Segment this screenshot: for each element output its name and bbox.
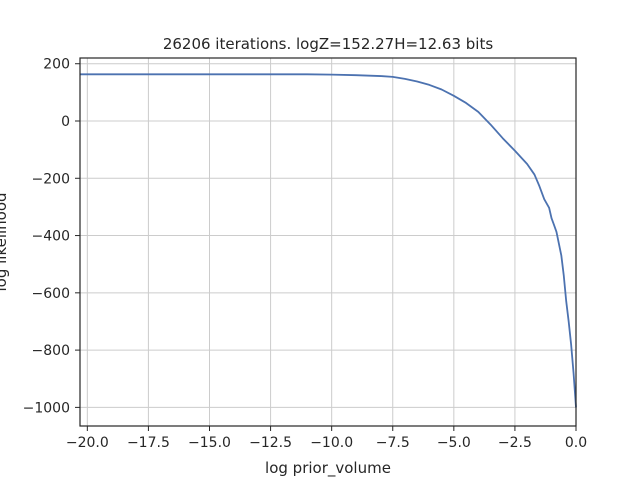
series-line <box>80 73 577 408</box>
chart-title: 26206 iterations. logZ=152.27H=12.63 bit… <box>163 35 494 53</box>
y-tick-label: −1000 <box>23 400 70 416</box>
x-tick-label: −17.5 <box>127 435 170 451</box>
plot-frame <box>79 57 577 427</box>
x-tick-label: −15.0 <box>188 435 231 451</box>
x-tick-label: −10.0 <box>310 435 353 451</box>
x-tick-label: −7.5 <box>376 435 410 451</box>
y-axis: 200 0 −200 −400 −600 −800 −1000 <box>23 57 80 416</box>
x-tick-label: 0.0 <box>565 435 587 451</box>
grid <box>80 58 577 426</box>
y-axis-label: log likelihood <box>0 192 10 291</box>
y-tick-label: −600 <box>32 286 70 302</box>
x-tick-label: −12.5 <box>249 435 292 451</box>
x-tick-label: −20.0 <box>66 435 109 451</box>
y-tick-label: −400 <box>32 229 70 245</box>
y-tick-label: −800 <box>32 343 70 359</box>
x-tick-label: −2.5 <box>498 435 532 451</box>
y-tick-label: −200 <box>32 171 70 187</box>
y-tick-label: 200 <box>43 57 70 73</box>
y-tick-label: 0 <box>61 114 70 130</box>
x-axis-label: log prior_volume <box>265 459 391 478</box>
x-axis: −20.0 −17.5 −15.0 −12.5 −10.0 −7.5 −5.0 −2.5 0.0 <box>66 426 587 451</box>
x-tick-label: −5.0 <box>437 435 471 451</box>
series-layer <box>80 73 577 408</box>
